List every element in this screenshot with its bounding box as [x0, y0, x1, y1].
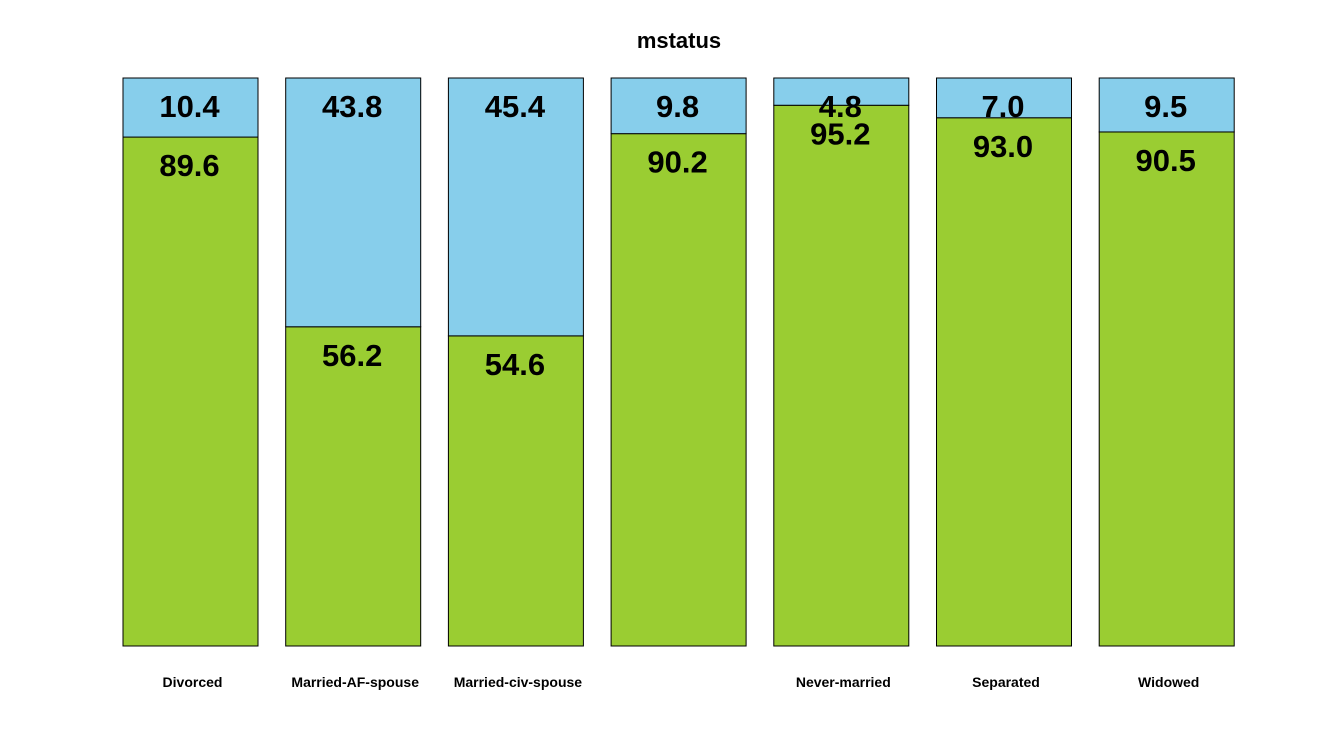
- value-label-1-1: 89.6: [159, 148, 219, 183]
- bar-segment-5-2: [773, 77, 910, 106]
- bar-segment-2-2: [285, 77, 422, 328]
- value-label-3-1: 54.6: [485, 347, 545, 382]
- value-label-1-2: 10.4: [159, 89, 220, 124]
- bar-segment-1-2: [122, 77, 259, 138]
- bar-segment-7-2: [1098, 77, 1235, 133]
- value-label-7-1: 90.5: [1136, 143, 1196, 178]
- bar-segment-3-2: [447, 77, 584, 337]
- category-labels-group: Divorced Married-AF-spouse Married-civ-spo…: [163, 674, 1200, 690]
- bar-segment-5-1: [773, 104, 910, 647]
- value-label-6-2: 7.0: [981, 89, 1024, 124]
- bar-segment-7-1: [1098, 131, 1235, 647]
- bars-group: [122, 77, 1235, 647]
- bar-segment-2-1: [285, 326, 422, 647]
- value-label-6-1: 93.0: [973, 129, 1033, 164]
- value-label-2-2: 43.8: [322, 89, 382, 124]
- value-label-5-2: 4.8: [819, 89, 862, 124]
- value-label-4-2: 9.8: [656, 89, 699, 124]
- category-label-7: Widowed: [1138, 674, 1199, 690]
- value-label-4-1: 90.2: [647, 145, 707, 180]
- bar-segment-4-1: [610, 133, 747, 647]
- value-label-2-1: 56.2: [322, 338, 382, 373]
- category-label-3: Married-civ-spouse: [454, 674, 583, 690]
- bar-segment-3-1: [447, 335, 584, 647]
- category-label-5: Never-married: [796, 674, 891, 690]
- category-label-1: Divorced: [163, 674, 223, 690]
- bar-segment-6-1: [936, 117, 1072, 647]
- value-label-3-2: 45.4: [485, 89, 546, 124]
- chart-title: mstatus: [637, 28, 721, 53]
- bar-segment-6-2: [936, 77, 1072, 119]
- value-label-5-1: 95.2: [810, 116, 870, 151]
- bar-segment-4-2: [610, 77, 747, 135]
- category-label-2: Married-AF-spouse: [291, 674, 419, 690]
- value-label-7-2: 9.5: [1144, 89, 1187, 124]
- category-label-6: Separated: [972, 674, 1040, 690]
- bar-segment-1-1: [122, 136, 259, 647]
- value-labels-group: 89.6 10.4 56.2 43.8 54.6 45.4 90.2 9.8 95.24.8 93…: [159, 89, 1196, 382]
